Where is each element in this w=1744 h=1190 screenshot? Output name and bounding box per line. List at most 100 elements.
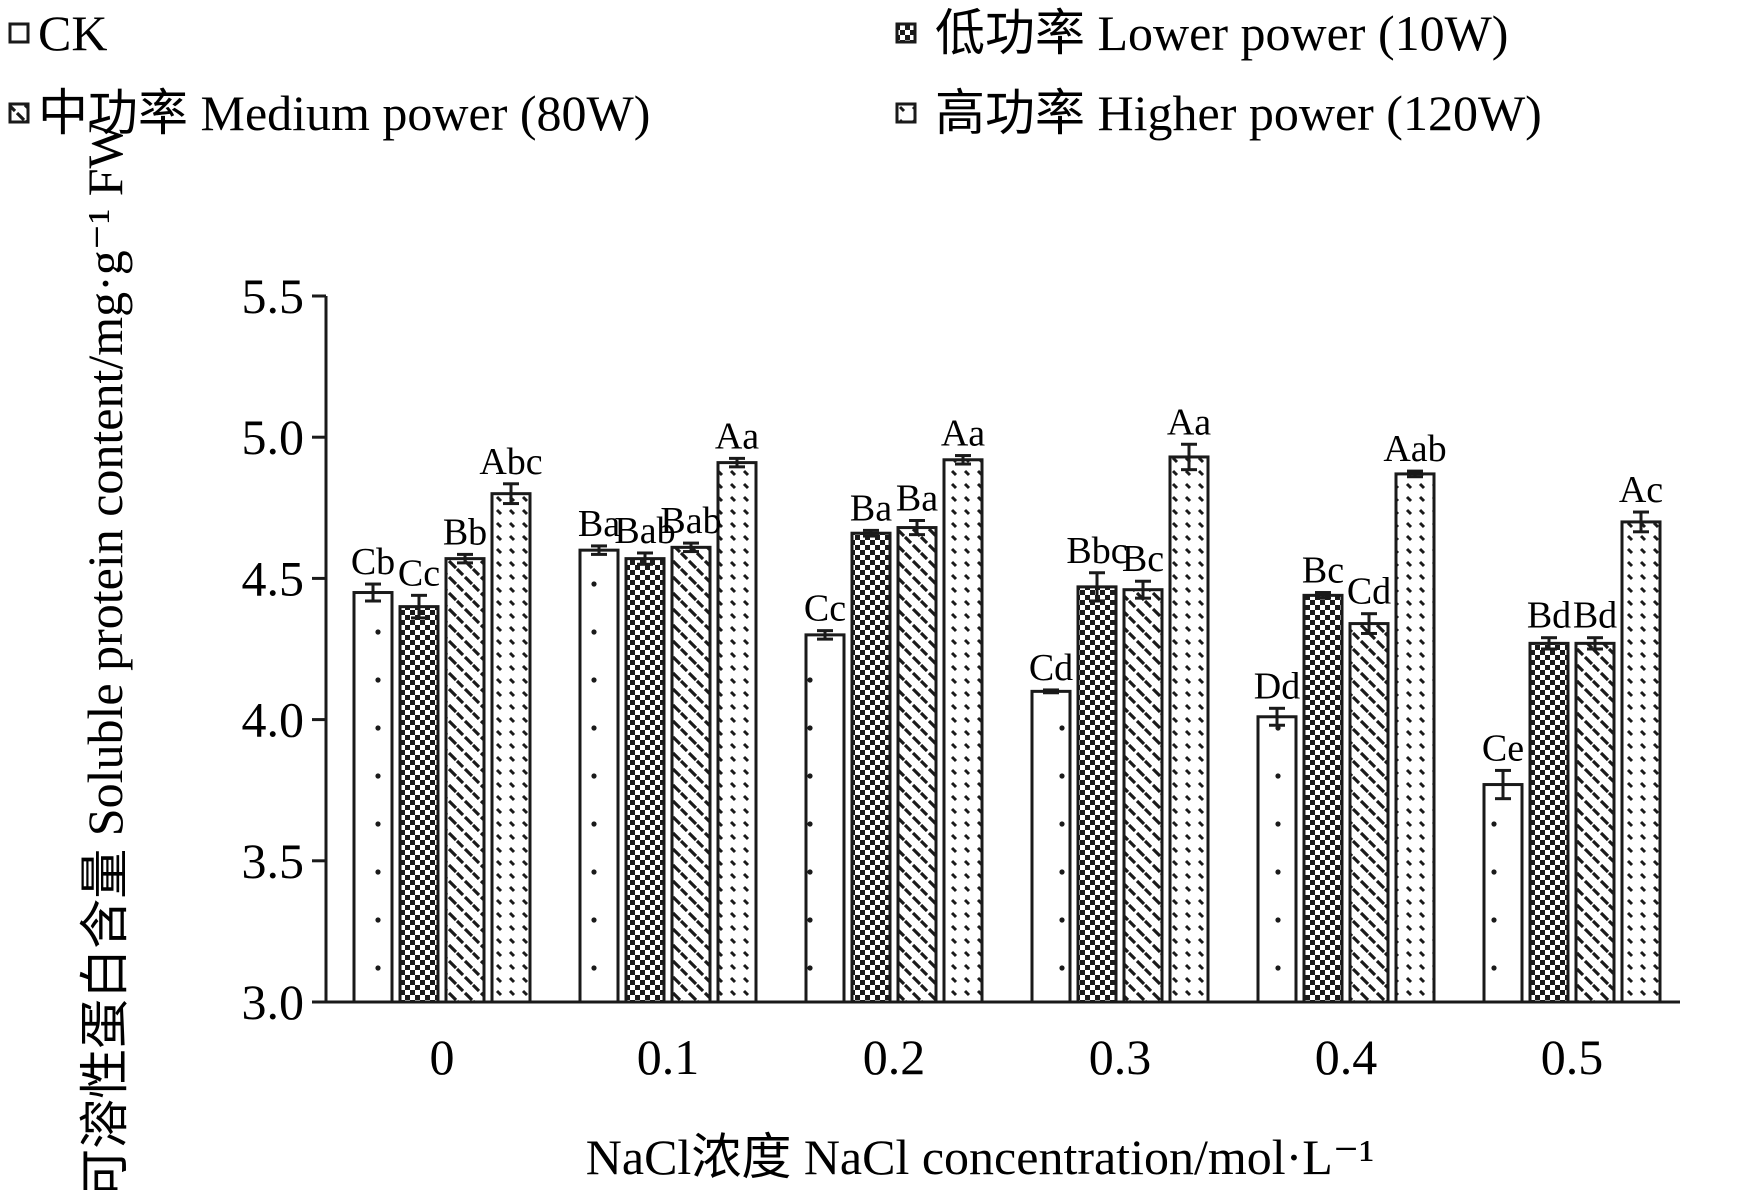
significance-label: Aab [1383,428,1446,470]
error-bar [817,629,833,641]
legend-item-medium-power: 中功率 Medium power (80W) [8,85,650,141]
error-bar [1135,579,1151,600]
x-tick-label: 0.2 [863,1029,926,1085]
legend-label-ck: CK [38,5,107,61]
error-bar [909,519,925,537]
significance-label: Bc [1302,550,1344,592]
bar [896,526,938,1004]
bar [1528,641,1570,1004]
bar [624,557,666,1004]
significance-label: Bbc [1066,530,1127,572]
x-tick-label: 0 [430,1029,455,1085]
bar [1122,588,1164,1004]
bars-layer [352,455,1662,1004]
legend-label-lower-power: 低功率 Lower power (10W) [935,5,1508,61]
y-tick-label: 5.5 [242,268,305,324]
error-bar [1633,510,1649,534]
legend-item-ck: CK [8,5,107,61]
error-bar [683,541,699,554]
bar [850,531,892,1004]
x-tick-label: 0.4 [1315,1029,1378,1085]
significance-label: Dd [1254,665,1300,707]
significance-label: Ba [578,503,620,545]
x-tick-label: 0.1 [637,1029,700,1085]
bar [1482,783,1524,1004]
bar [444,557,486,1004]
bar [398,605,440,1004]
error-bar [591,544,607,556]
bar [716,461,758,1004]
bar [670,545,712,1004]
significance-label: Cd [1029,647,1073,689]
significance-label: Ba [896,478,938,520]
significance-label: Aa [1167,401,1211,443]
bar [1030,689,1072,1004]
significance-label: Ce [1482,727,1524,769]
significance-label: Ba [850,487,892,529]
legend-swatch-lower-power [895,22,917,44]
error-bars-layer [365,442,1649,801]
x-tick-label: 0.5 [1541,1029,1604,1085]
error-bar [411,593,427,620]
significance-label: Bab [660,500,721,542]
y-axis-ticks: 3.0 3.5 4.0 4.5 5.0 5.5 [242,268,326,1030]
bar [1076,585,1118,1004]
error-bar [457,552,473,565]
bar [942,458,984,1004]
significance-label: Bd [1573,595,1617,637]
significance-label: Abc [479,441,542,483]
error-bar [1407,469,1423,479]
y-axis-title: 可溶性蛋白含量 Soluble protein content/mg·g⁻¹ F… [77,121,133,1190]
bar [1256,715,1298,1004]
error-bar [1181,442,1197,472]
significance-label: Bab [614,510,675,552]
bar [1302,593,1344,1004]
significance-label: Bc [1122,538,1164,580]
significance-label: Ac [1619,469,1663,511]
legend: CK 低功率 Lower power (10W) 中功率 Medium powe… [8,5,1542,141]
significance-label: Bd [1527,595,1571,637]
bar [1574,641,1616,1004]
y-tick-label: 4.5 [242,550,305,606]
error-bar [637,551,653,566]
error-bar [503,482,519,506]
significance-label: Cd [1347,571,1391,613]
legend-item-higher-power: 高功率 Higher power (120W) [895,85,1542,141]
error-bar [729,456,745,469]
significance-label: Cc [804,588,846,630]
error-bar [1361,612,1377,635]
error-bar [365,582,381,603]
significance-label: Bb [443,511,487,553]
error-bar [1587,636,1603,651]
bar [804,633,846,1004]
bar [1348,622,1390,1004]
legend-label-medium-power: 中功率 Medium power (80W) [38,85,650,141]
x-axis-ticks: 0 0.1 0.2 0.3 0.4 0.5 [430,1029,1604,1085]
x-axis-title: NaCl浓度 NaCl concentration/mol·L⁻¹ [586,1129,1374,1185]
significance-label: Cc [398,552,440,594]
bar [490,492,532,1004]
legend-swatch-ck [8,22,30,44]
error-bar [863,528,879,538]
significance-label: Aa [941,413,985,455]
legend-item-lower-power: 低功率 Lower power (10W) [895,5,1508,61]
legend-swatch-higher-power [895,102,917,124]
bar [1620,520,1662,1004]
error-bar [955,454,971,466]
legend-swatch-medium-power [8,102,30,124]
bar [578,548,620,1004]
error-bar [1269,706,1285,727]
bar [1394,472,1436,1004]
legend-label-higher-power: 高功率 Higher power (120W) [935,85,1542,141]
x-tick-label: 0.3 [1089,1029,1152,1085]
error-bar [1495,768,1511,801]
significance-label: Aa [715,415,759,457]
bar [1168,455,1210,1004]
y-tick-label: 4.0 [242,692,305,748]
bar [352,591,394,1004]
significance-label: Cb [351,541,395,583]
error-bar [1089,571,1105,603]
error-bar [1541,636,1557,651]
y-tick-label: 3.0 [242,974,305,1030]
